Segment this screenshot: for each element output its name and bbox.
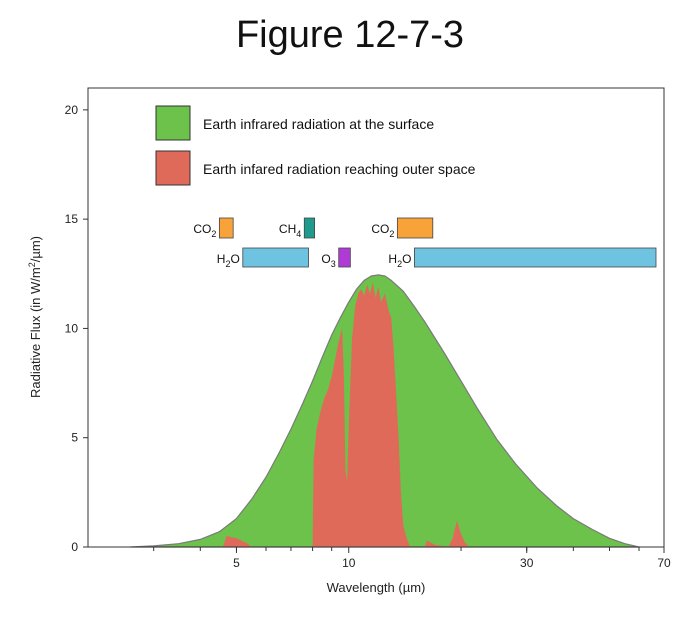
band-4 [338,247,351,268]
y-axis-label-sup: 2 [27,262,37,267]
band-label-4: O3 [321,252,335,269]
plot-frame [87,87,665,548]
legend-label-surface: Earth infrared radiation at the surface [203,116,434,132]
legend: Earth infrared radiation at the surface … [155,105,476,186]
legend-swatch-space [155,150,191,186]
y-tick-label-20: 20 [65,103,79,117]
x-tick-label-30: 30 [520,556,534,570]
y-axis-label: Radiative Flux (in W/m2/µm) [27,236,43,398]
legend-swatch-surface [155,105,191,141]
band-label-3: H2O [217,252,240,269]
y-tick-label-0: 0 [71,540,78,554]
y-tick-label-10: 10 [65,321,79,335]
band-1 [303,217,316,239]
band-label-5: H2O [388,252,411,269]
y-axis-label-suffix: /µm) [28,236,43,262]
band-2 [396,217,434,239]
x-tick-label-5: 5 [233,556,240,570]
y-tick-label-15: 15 [65,212,79,226]
y-axis-label-prefix: Radiative Flux (in W/m [28,267,43,398]
area-series-1 [222,282,469,547]
plot-area [130,274,640,548]
band-label-0: CO2 [193,222,216,239]
x-tick-label-70: 70 [657,556,671,570]
x-tick-label-10: 10 [342,556,356,570]
y-tick-label-5: 5 [71,431,78,445]
axes: 0 5 10 15 20 5 10 30 70 [65,103,671,570]
x-axis-label: Wavelength (µm) [327,580,426,595]
band-3 [242,247,309,268]
figure-title: Figure 12-7-3 [235,14,465,56]
band-0 [218,217,234,239]
band-5 [414,247,657,268]
legend-label-space: Earth infared radiation reaching outer s… [203,161,476,177]
band-label-1: CH4 [279,222,301,239]
band-label-2: CO2 [371,222,394,239]
